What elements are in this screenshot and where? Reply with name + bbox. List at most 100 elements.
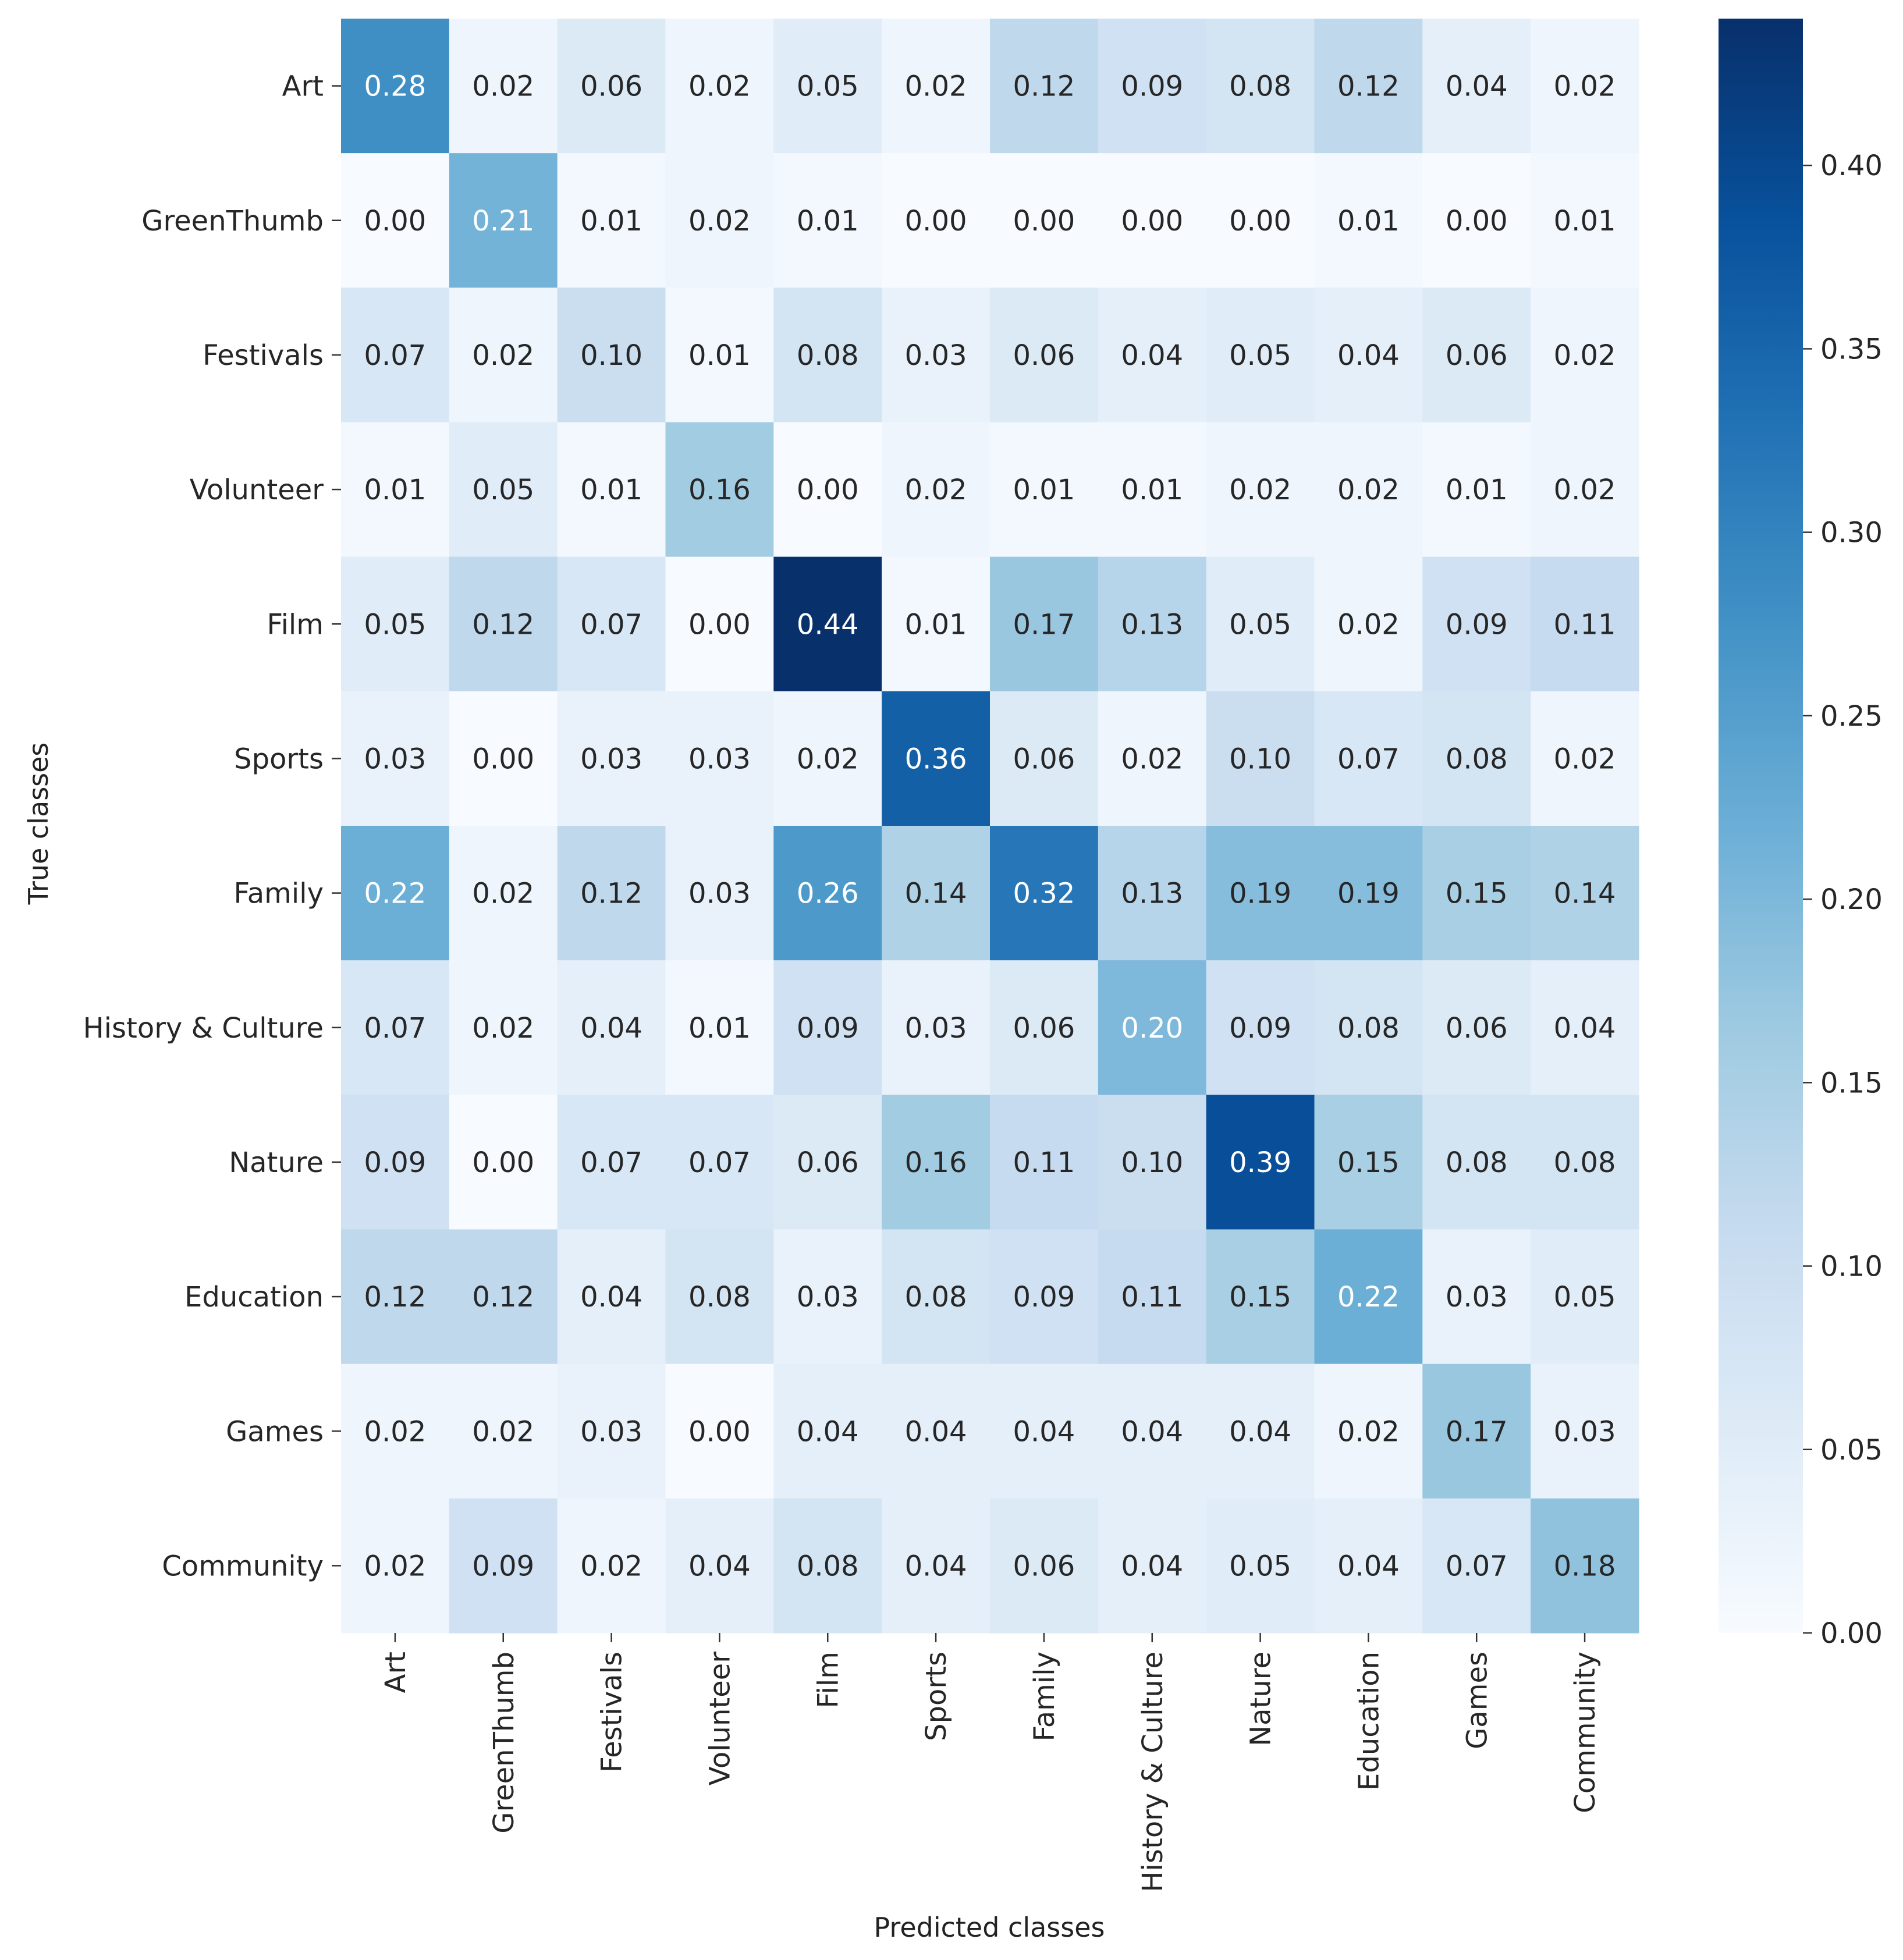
heatmap-cell	[449, 556, 558, 692]
heatmap-cell-value: 0.06	[1446, 1012, 1508, 1045]
heatmap-cell	[1098, 153, 1207, 288]
heatmap-cell-value: 0.12	[1013, 70, 1075, 103]
heatmap-cell	[665, 19, 774, 154]
heatmap-cell	[1422, 1095, 1531, 1230]
heatmap-cell-value: 0.05	[364, 608, 426, 641]
heatmap-cell-value: 0.09	[1446, 608, 1508, 641]
heatmap-cell	[1314, 1229, 1423, 1365]
heatmap-cell	[773, 556, 882, 692]
heatmap-cell-value: 0.00	[688, 1415, 751, 1448]
heatmap-cell	[773, 1364, 882, 1499]
x-tick-label: Games	[1461, 1652, 1493, 1749]
heatmap-cell-value: 0.19	[1229, 878, 1291, 910]
heatmap-cell	[665, 1229, 774, 1365]
heatmap-cell	[341, 1229, 450, 1365]
heatmap-cell-value: 0.09	[364, 1146, 426, 1179]
heatmap-cell	[449, 287, 558, 423]
heatmap-cell-value: 0.05	[472, 474, 534, 506]
heatmap-cell	[882, 826, 990, 961]
x-tick-label: GreenThumb	[488, 1652, 520, 1834]
heatmap-cell	[773, 960, 882, 1095]
heatmap-cell-value: 0.12	[580, 878, 642, 910]
heatmap-cell-value: 0.00	[905, 205, 967, 237]
heatmap-cell	[1098, 556, 1207, 692]
heatmap-cell-value: 0.06	[1013, 1550, 1075, 1582]
heatmap-cell	[882, 19, 990, 154]
heatmap-cell-value: 0.01	[1121, 474, 1183, 506]
heatmap-cell	[1422, 1364, 1531, 1499]
heatmap-cell	[882, 556, 990, 692]
heatmap-cell-value: 0.15	[1337, 1146, 1400, 1179]
heatmap-cell	[1422, 422, 1531, 558]
heatmap-cell	[990, 19, 1099, 154]
heatmap-cell	[665, 1095, 774, 1230]
heatmap-cell	[990, 1095, 1099, 1230]
colorbar-tick-label: 0.15	[1820, 1067, 1883, 1099]
heatmap-cell	[1314, 826, 1423, 961]
heatmap-cell-value: 0.00	[797, 474, 859, 506]
heatmap-cell	[1314, 153, 1423, 288]
heatmap-cell	[1098, 960, 1207, 1095]
heatmap-cell-value: 0.08	[1446, 743, 1508, 775]
heatmap-cell-value: 0.05	[797, 70, 859, 103]
heatmap-cell	[449, 1095, 558, 1230]
heatmap-cell-value: 0.22	[1337, 1281, 1400, 1313]
heatmap-cell	[665, 1364, 774, 1499]
heatmap-cell	[1422, 19, 1531, 154]
heatmap-cell	[1531, 960, 1639, 1095]
heatmap-cell	[557, 19, 666, 154]
heatmap-cell	[1098, 1498, 1207, 1634]
heatmap-cell	[1422, 691, 1531, 826]
heatmap-cell	[557, 556, 666, 692]
heatmap-cell	[1206, 826, 1315, 961]
heatmap-cell	[990, 287, 1099, 423]
heatmap-cell	[665, 691, 774, 826]
colorbar-tick-label: 0.20	[1820, 883, 1883, 916]
heatmap-cell-value: 0.02	[472, 878, 534, 910]
heatmap-cell	[557, 691, 666, 826]
heatmap-cell-value: 0.04	[1554, 1012, 1616, 1045]
heatmap-cell	[1098, 287, 1207, 423]
heatmap-cell-value: 0.02	[797, 743, 859, 775]
heatmap-cell	[882, 960, 990, 1095]
heatmap-cell-value: 0.04	[905, 1550, 967, 1582]
heatmap-cell-value: 0.01	[1554, 205, 1616, 237]
y-tick-label: Sports	[234, 743, 324, 775]
heatmap-cell	[773, 287, 882, 423]
heatmap-cell-value: 0.02	[1554, 70, 1616, 103]
heatmap-cell-value: 0.36	[905, 743, 967, 775]
heatmap-cell	[449, 153, 558, 288]
heatmap-cell	[882, 422, 990, 558]
heatmap-cell-value: 0.17	[1446, 1415, 1508, 1448]
heatmap-cell-value: 0.12	[472, 608, 534, 641]
heatmap-cell	[990, 422, 1099, 558]
heatmap-cell	[557, 1229, 666, 1365]
heatmap-cell	[449, 1364, 558, 1499]
heatmap-cell	[1206, 1229, 1315, 1365]
y-tick-label: Art	[282, 70, 324, 103]
heatmap-cell-value: 0.07	[1446, 1550, 1508, 1582]
heatmap-cell-value: 0.08	[1446, 1146, 1508, 1179]
heatmap-cell-value: 0.01	[797, 205, 859, 237]
heatmap-cell-value: 0.02	[1337, 1415, 1400, 1448]
heatmap-cell-value: 0.06	[580, 70, 642, 103]
heatmap-cell-value: 0.04	[1446, 70, 1508, 103]
heatmap-cell-value: 0.00	[688, 608, 751, 641]
heatmap-cell	[1531, 1095, 1639, 1230]
y-tick-label: Games	[226, 1415, 324, 1448]
heatmap-cell-value: 0.04	[580, 1012, 642, 1045]
heatmap-cell	[1206, 556, 1315, 692]
heatmap-cell-value: 0.03	[688, 878, 751, 910]
heatmap-cell-value: 0.02	[472, 1415, 534, 1448]
heatmap-cell	[882, 1229, 990, 1365]
heatmap-cell	[449, 960, 558, 1095]
heatmap-cell-value: 0.02	[1554, 474, 1616, 506]
colorbar-tick-label: 0.10	[1820, 1251, 1883, 1283]
heatmap-cell	[882, 287, 990, 423]
heatmap-cell-value: 0.44	[797, 608, 859, 641]
heatmap-cell-value: 0.00	[472, 743, 534, 775]
heatmap-cell-value: 0.04	[797, 1415, 859, 1448]
colorbar-tick-label: 0.25	[1820, 700, 1883, 733]
heatmap-cell-value: 0.04	[688, 1550, 751, 1582]
heatmap-cell-value: 0.06	[1013, 1012, 1075, 1045]
